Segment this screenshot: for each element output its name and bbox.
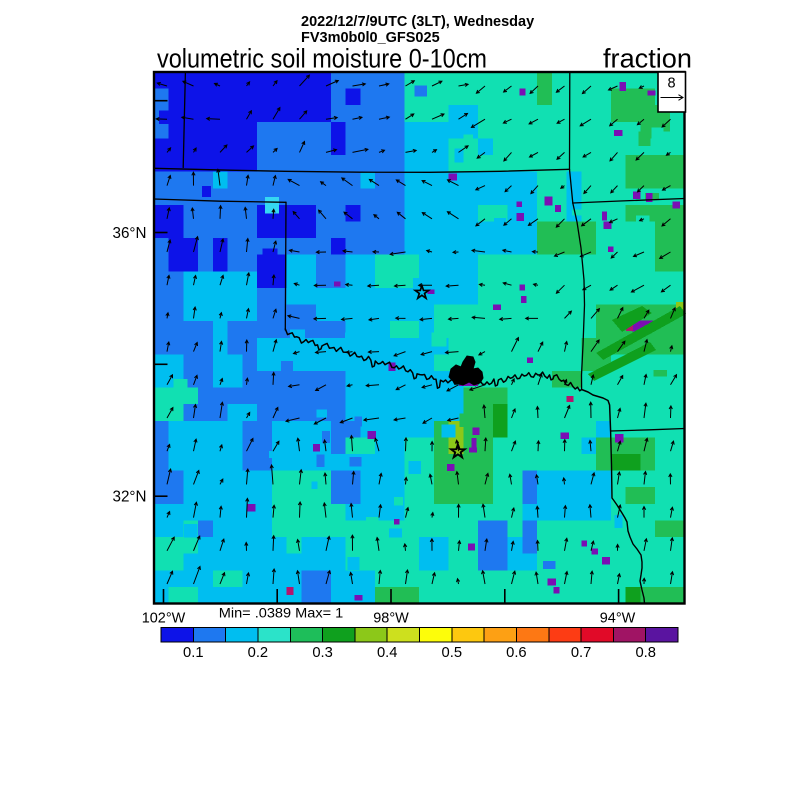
svg-text:0.8: 0.8: [635, 644, 656, 661]
svg-text:0.4: 0.4: [377, 644, 398, 661]
svg-text:36°N: 36°N: [113, 225, 147, 242]
svg-text:FV3m0b0l0_GFS025: FV3m0b0l0_GFS025: [301, 30, 440, 46]
svg-text:0.5: 0.5: [442, 644, 463, 661]
svg-text:102°W: 102°W: [142, 610, 186, 627]
svg-text:0.1: 0.1: [183, 644, 204, 661]
svg-text:8: 8: [667, 76, 675, 92]
svg-text:Min= .0389 Max= 1: Min= .0389 Max= 1: [219, 606, 344, 622]
svg-text:volumetric soil moisture 0-10c: volumetric soil moisture 0-10cm: [157, 44, 487, 74]
svg-text:0.2: 0.2: [248, 644, 269, 661]
svg-text:0.6: 0.6: [506, 644, 527, 661]
svg-text:98°W: 98°W: [373, 610, 409, 627]
svg-text:fraction: fraction: [603, 44, 692, 74]
svg-text:0.3: 0.3: [312, 644, 333, 661]
svg-text:94°W: 94°W: [600, 610, 636, 627]
svg-text:2022/12/7/9UTC (3LT), Wednesda: 2022/12/7/9UTC (3LT), Wednesday: [301, 14, 534, 30]
svg-text:0.7: 0.7: [571, 644, 592, 661]
svg-text:32°N: 32°N: [113, 489, 147, 506]
